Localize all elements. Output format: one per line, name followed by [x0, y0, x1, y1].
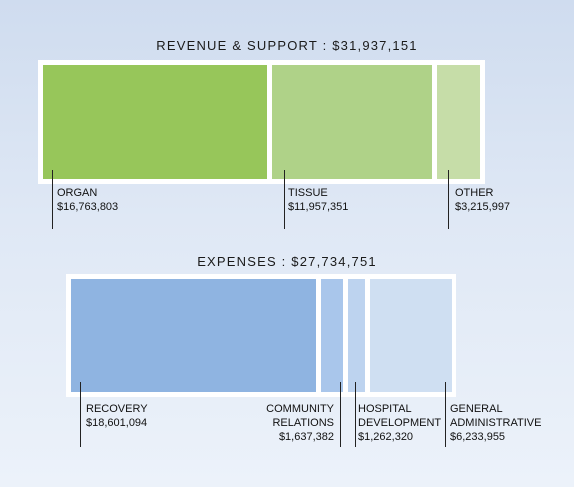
- bar-other: [437, 65, 480, 179]
- expenses-chart-title: EXPENSES : $27,734,751: [197, 254, 377, 269]
- bar-tissue: [272, 65, 432, 179]
- value-label: $1,637,382: [278, 431, 334, 443]
- bar-recovery: [71, 279, 316, 392]
- category-name: OTHER: [455, 187, 494, 199]
- leader-line: [80, 382, 81, 447]
- category-label: TISSUE $11,957,351: [288, 186, 348, 214]
- leader-line: [445, 382, 446, 447]
- bar-hospital-development: [348, 279, 365, 392]
- value-label: $16,763,803: [57, 201, 119, 213]
- leader-line: [52, 170, 53, 229]
- value-label: $18,601,094: [86, 417, 148, 429]
- value-label: $1,262,320: [358, 431, 414, 443]
- leader-line: [340, 382, 341, 447]
- leader-line: [284, 170, 285, 229]
- category-name: RECOVERY: [86, 403, 148, 415]
- category-name: ADMINISTRATIVE: [450, 417, 542, 429]
- category-name: GENERAL: [450, 403, 503, 415]
- category-label: HOSPITAL DEVELOPMENT $1,262,320: [358, 402, 441, 444]
- category-label: GENERAL ADMINISTRATIVE $6,233,955: [450, 402, 541, 444]
- category-name: RELATIONS: [272, 417, 334, 429]
- bar-community-relations: [321, 279, 343, 392]
- bar-organ: [43, 65, 267, 179]
- category-name: TISSUE: [288, 187, 328, 199]
- leader-line: [448, 170, 449, 229]
- revenue-chart-title: REVENUE & SUPPORT : $31,937,151: [156, 38, 418, 53]
- category-label: ORGAN $16,763,803: [57, 186, 118, 214]
- category-name: DEVELOPMENT: [358, 417, 442, 429]
- value-label: $3,215,997: [455, 201, 511, 213]
- value-label: $6,233,955: [450, 431, 506, 443]
- bar-general-administrative: [370, 279, 452, 392]
- leader-line: [355, 382, 356, 447]
- category-label: OTHER $3,215,997: [455, 186, 510, 214]
- category-name: COMMUNITY: [266, 403, 334, 415]
- category-label: RECOVERY $18,601,094: [86, 402, 148, 430]
- value-label: $11,957,351: [288, 201, 349, 213]
- category-name: HOSPITAL: [358, 403, 412, 415]
- category-name: ORGAN: [57, 187, 98, 199]
- category-label: COMMUNITY RELATIONS $1,637,382: [266, 402, 334, 444]
